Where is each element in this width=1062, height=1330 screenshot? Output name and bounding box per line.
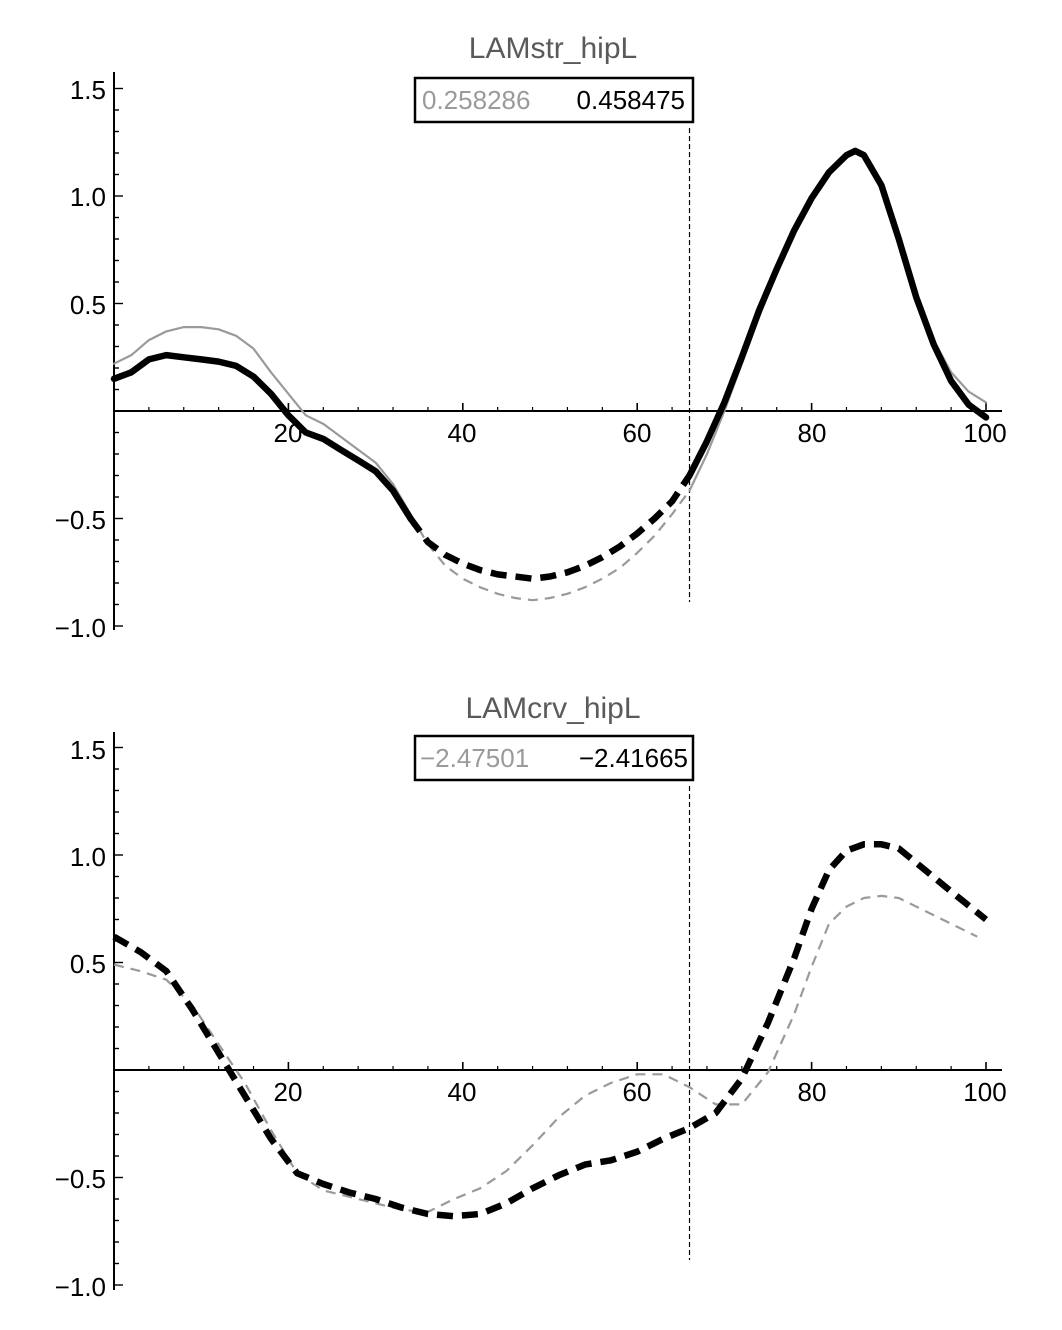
x-tick-label: 80 bbox=[798, 418, 827, 448]
y-tick-label: −1.0 bbox=[55, 1272, 106, 1302]
value-black: 0.458475 bbox=[577, 85, 685, 115]
panel-lamcrv-hipl: LAMcrv_hipL −2.47501 −2.41665 20 40 60 8… bbox=[55, 692, 1007, 1302]
y-tick-label: 0.5 bbox=[70, 290, 106, 320]
series-line-gray bbox=[688, 151, 988, 492]
axes bbox=[113, 732, 1002, 1290]
series-line-black bbox=[112, 841, 989, 1220]
series-line-gray bbox=[112, 326, 412, 516]
y-tick-label: 1.5 bbox=[70, 735, 106, 765]
tick-marks bbox=[114, 746, 987, 1286]
x-tick-label: 60 bbox=[623, 1077, 652, 1107]
y-tick-label: 1.0 bbox=[70, 842, 106, 872]
values-box bbox=[413, 734, 695, 782]
value-gray: 0.258286 bbox=[422, 85, 530, 115]
panel-lamstr-hipl: LAMstr_hipL 0.258286 0.458475 20 40 60 8… bbox=[55, 32, 1007, 643]
value-black: −2.41665 bbox=[579, 743, 688, 773]
y-tick-label: 1.0 bbox=[70, 182, 106, 212]
tick-marks bbox=[114, 87, 987, 627]
chart-title: LAMcrv_hipL bbox=[465, 692, 640, 725]
series-line-gray bbox=[409, 489, 691, 602]
x-tick-label: 100 bbox=[963, 418, 1006, 448]
y-tick-label: 0.5 bbox=[70, 949, 106, 979]
x-tick-label: 20 bbox=[274, 1077, 303, 1107]
axes bbox=[113, 72, 1002, 630]
y-tick-label: 1.5 bbox=[70, 75, 106, 105]
x-tick-label: 40 bbox=[448, 1077, 477, 1107]
x-tick-label: 40 bbox=[448, 418, 477, 448]
series-line-black bbox=[110, 351, 414, 522]
x-tick-label: 80 bbox=[798, 1077, 827, 1107]
series-group bbox=[110, 128, 990, 602]
y-tick-label: −0.5 bbox=[55, 1164, 106, 1194]
value-gray: −2.47501 bbox=[420, 743, 529, 773]
y-tick-label: −0.5 bbox=[55, 505, 106, 535]
series-line-black bbox=[686, 147, 990, 479]
chart-title: LAMstr_hipL bbox=[469, 32, 637, 65]
x-tick-label: 60 bbox=[623, 418, 652, 448]
series-group bbox=[112, 786, 989, 1260]
y-tick-label: −1.0 bbox=[55, 613, 106, 643]
series-line-gray bbox=[113, 894, 978, 1213]
x-tick-label: 100 bbox=[963, 1077, 1006, 1107]
series-line-black bbox=[407, 473, 693, 582]
values-box bbox=[413, 76, 695, 124]
